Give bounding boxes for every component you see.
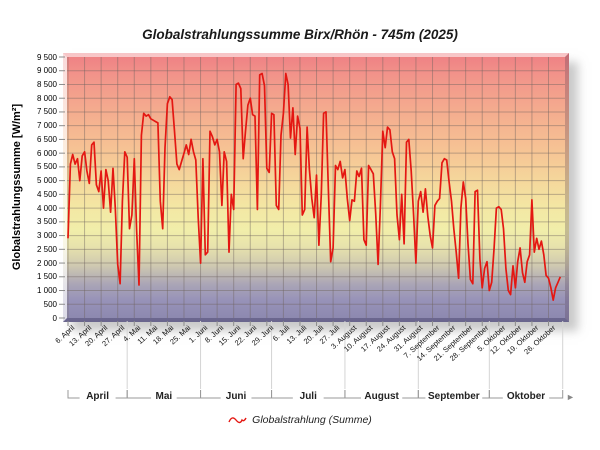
month-label: August (364, 391, 399, 402)
plot-area (63, 53, 569, 322)
y-tick-label: 2 500 (36, 244, 57, 254)
y-tick-label: 3 000 (36, 231, 57, 241)
y-tick-label: 1 000 (36, 286, 57, 296)
month-label: Juni (225, 391, 247, 402)
y-tick-label: 500 (43, 299, 57, 309)
plot-grid-and-line (67, 57, 565, 318)
y-tick-label: 3 500 (36, 217, 57, 227)
legend: Globalstrahlung (Summe) (0, 414, 600, 426)
y-tick-label: 6 000 (36, 148, 57, 158)
data-line-globalstrahlung (67, 72, 562, 301)
legend-label: Globalstrahlung (Summe) (252, 414, 372, 426)
y-tick-label: 2 000 (36, 258, 57, 268)
month-label: September (427, 391, 480, 402)
y-tick-label: 8 500 (36, 79, 57, 89)
continuation-arrow-icon: ► (566, 392, 575, 402)
y-tick-label: 5 500 (36, 162, 57, 172)
month-label: Juli (299, 391, 317, 402)
month-label: Oktober (506, 391, 546, 402)
y-tick-label: 7 500 (36, 107, 57, 117)
y-tick-label: 9 000 (36, 66, 57, 76)
chart-title: Globalstrahlungssumme Birx/Rhön - 745m (… (142, 27, 458, 42)
y-tick-label: 4 500 (36, 189, 57, 199)
legend-line-icon (228, 417, 247, 424)
y-tick-label: 5 000 (36, 176, 57, 186)
y-tick-label: 0 (52, 313, 57, 323)
y-tick-label: 8 000 (36, 93, 57, 103)
y-tick-label: 4 000 (36, 203, 57, 213)
y-tick-label: 1 500 (36, 272, 57, 282)
y-tick-label: 6 500 (36, 134, 57, 144)
y-tick-label: 7 000 (36, 121, 57, 131)
y-tick-label: 9 500 (36, 52, 57, 62)
month-label: April (86, 391, 109, 402)
month-label: Mai (155, 391, 173, 402)
